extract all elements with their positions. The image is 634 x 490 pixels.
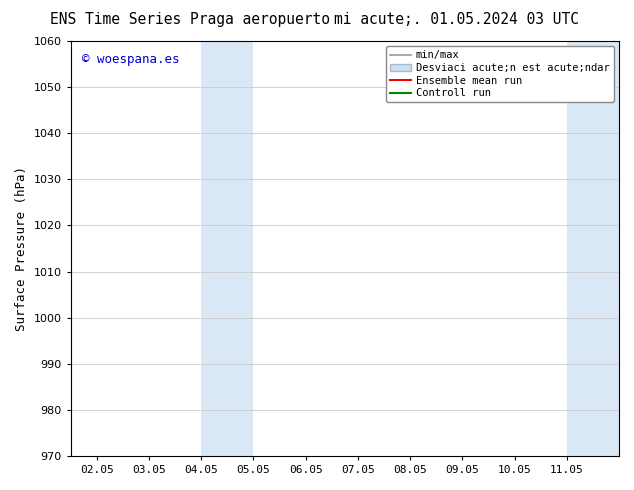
Text: mi acute;. 01.05.2024 03 UTC: mi acute;. 01.05.2024 03 UTC	[334, 12, 579, 27]
Bar	[567, 41, 634, 456]
Text: ENS Time Series Praga aeropuerto: ENS Time Series Praga aeropuerto	[50, 12, 330, 27]
Legend: min/max, Desviaci acute;n est acute;ndar, Ensemble mean run, Controll run: min/max, Desviaci acute;n est acute;ndar…	[385, 46, 614, 102]
Y-axis label: Surface Pressure (hPa): Surface Pressure (hPa)	[15, 166, 28, 331]
Bar	[201, 41, 254, 456]
Text: © woespana.es: © woespana.es	[82, 53, 179, 67]
